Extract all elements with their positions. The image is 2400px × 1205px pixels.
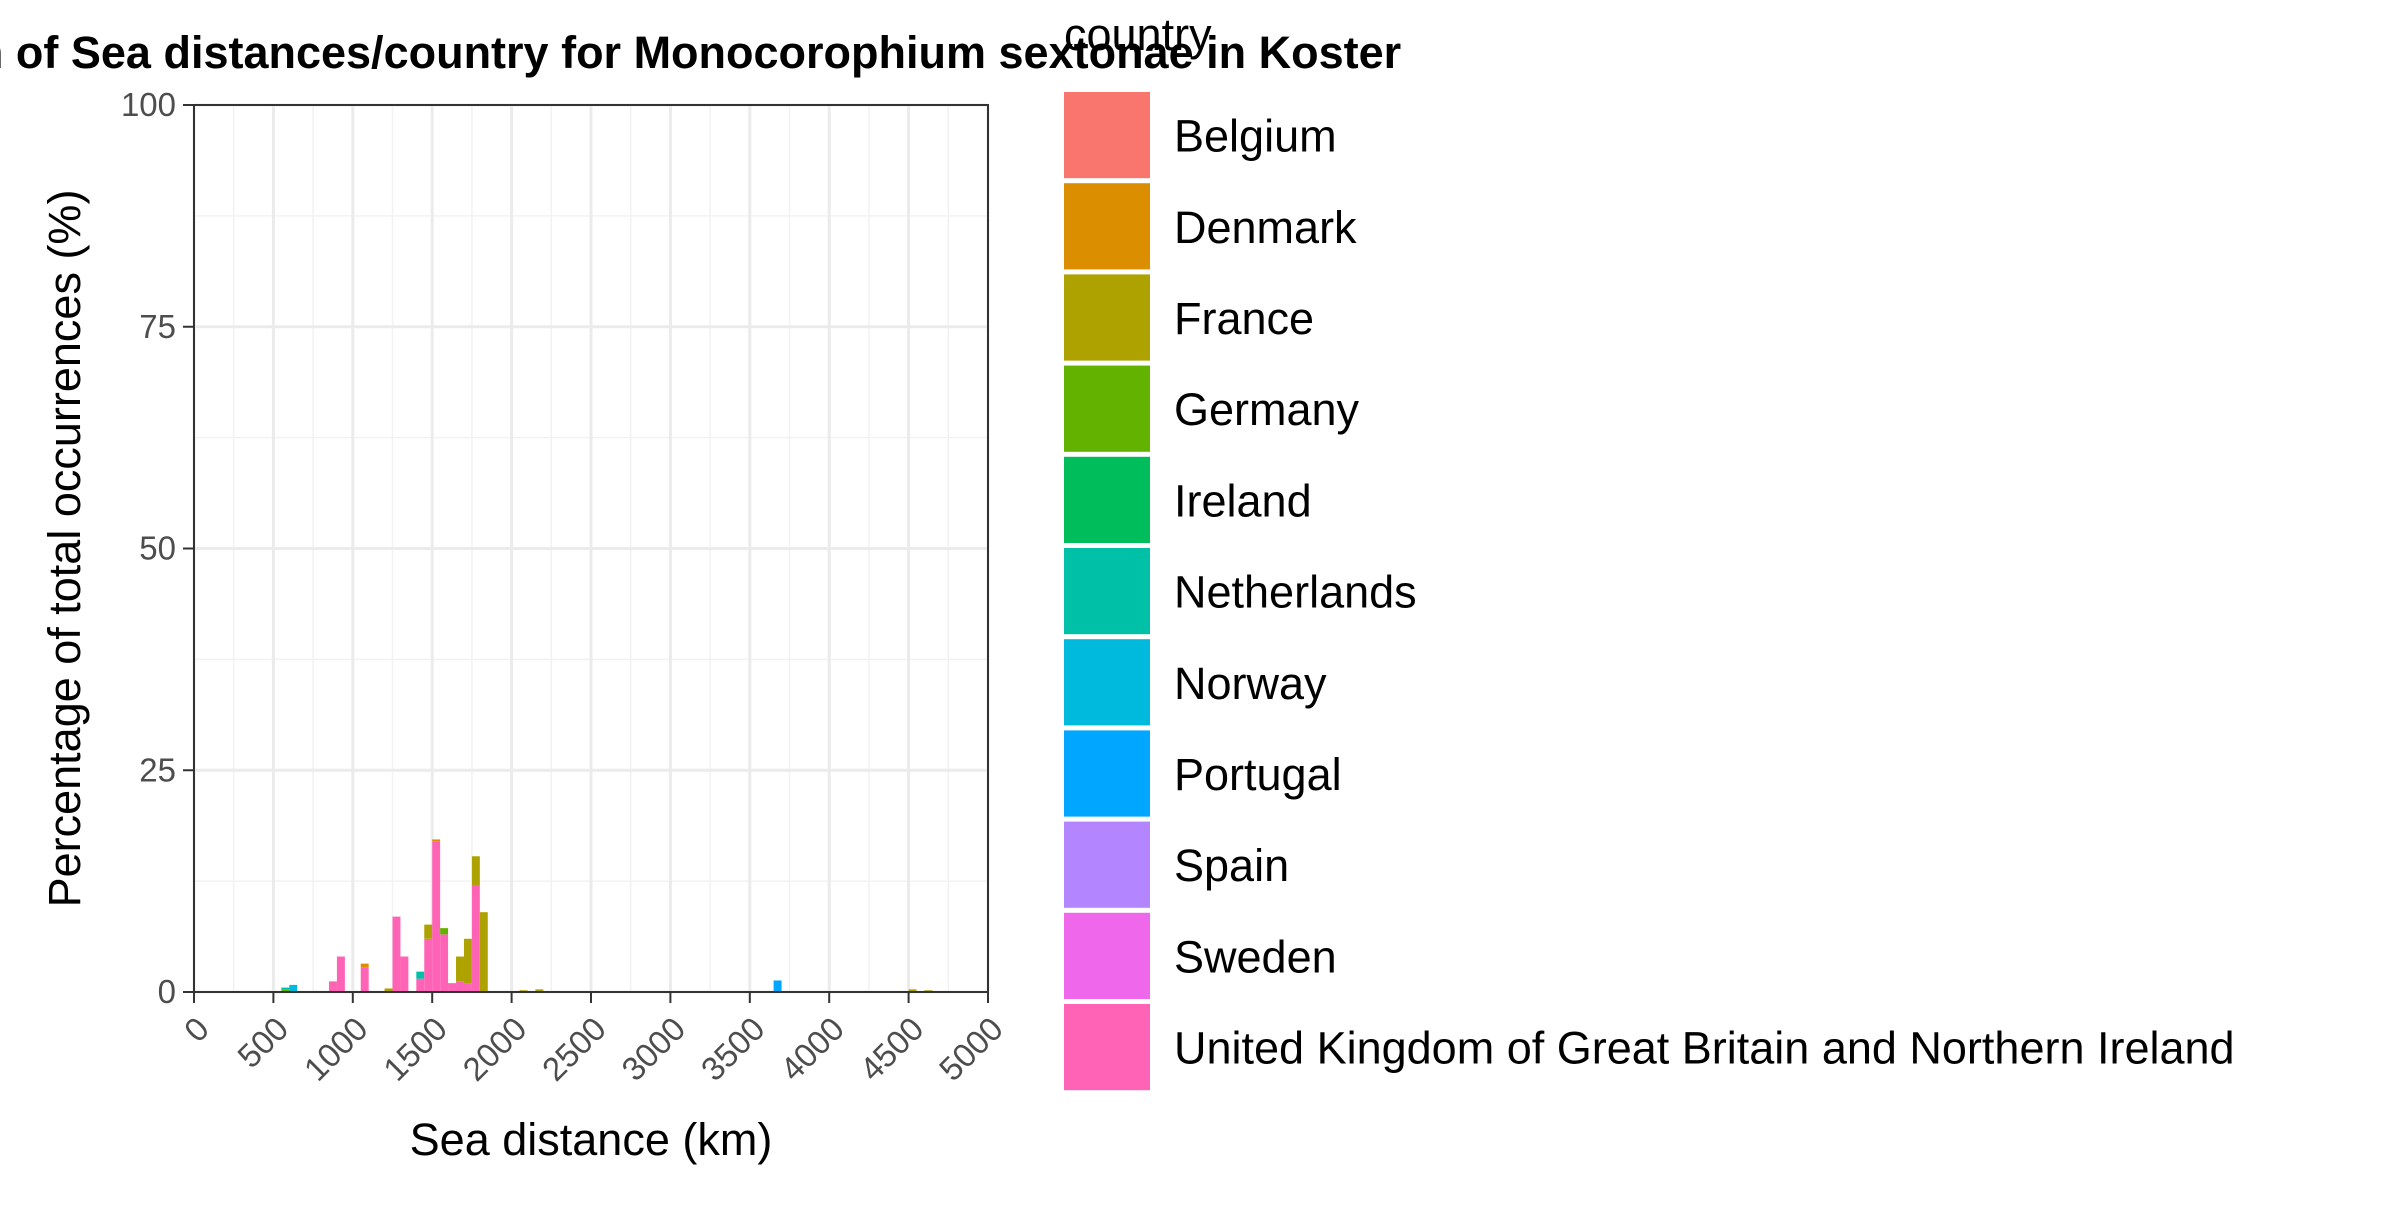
legend-entry: Norway xyxy=(1064,639,1327,726)
bar-segment xyxy=(360,967,369,992)
bar-segment xyxy=(535,989,544,992)
legend-label: Denmark xyxy=(1174,202,1357,253)
legend-key xyxy=(1064,639,1150,726)
bar xyxy=(289,984,298,992)
bar xyxy=(400,956,409,992)
bar-segment xyxy=(328,981,337,992)
bar-segment xyxy=(440,928,449,935)
legend-key xyxy=(1064,92,1150,179)
legend-key xyxy=(1064,730,1150,817)
legend-key xyxy=(1064,456,1150,543)
bar-segment xyxy=(416,971,425,979)
bar-segment xyxy=(360,963,369,968)
bar xyxy=(416,971,425,992)
bar-segment xyxy=(281,989,290,992)
legend-entry: Netherlands xyxy=(1064,548,1417,635)
legend-entry: Portugal xyxy=(1064,730,1342,817)
bar-segment xyxy=(424,938,433,992)
bar xyxy=(360,963,369,992)
legend: country Belgium Denmark France Germany Irela… xyxy=(1064,9,2235,1091)
legend-label: Germany xyxy=(1174,384,1360,435)
bar-segment xyxy=(773,980,782,992)
bar xyxy=(456,956,464,992)
legend-key xyxy=(1064,365,1150,452)
legend-key xyxy=(1064,1004,1150,1091)
bar xyxy=(479,912,488,992)
legend-entry: France xyxy=(1064,274,1314,361)
bar xyxy=(773,980,782,992)
bar-segment xyxy=(424,924,433,939)
plot-title: Histogram of Sea distances/country for M… xyxy=(0,27,1401,78)
legend-entry: Spain xyxy=(1064,821,1289,908)
bar xyxy=(392,916,401,992)
bar xyxy=(448,983,457,992)
bar xyxy=(384,988,393,992)
y-tick-label: 100 xyxy=(121,86,176,123)
legend-label: Sweden xyxy=(1174,931,1337,982)
bar-segment xyxy=(479,912,488,992)
legend-entry: Sweden xyxy=(1064,912,1337,999)
legend-key xyxy=(1064,183,1150,270)
bar-segment xyxy=(281,987,290,990)
legend-label: Netherlands xyxy=(1174,567,1417,618)
grid-lines xyxy=(192,103,990,994)
bar xyxy=(463,938,472,992)
bar-segment xyxy=(392,916,401,992)
bar-segment xyxy=(336,956,345,992)
bar xyxy=(432,839,441,992)
bar xyxy=(440,928,449,992)
y-tick-label: 50 xyxy=(139,530,176,567)
y-tick-label: 75 xyxy=(139,308,176,345)
bar-segment xyxy=(471,885,480,992)
legend-entry: Germany xyxy=(1064,365,1360,452)
bar-segment xyxy=(456,981,464,992)
bar-segment xyxy=(463,938,472,984)
bar xyxy=(336,956,345,992)
bar xyxy=(281,987,290,992)
bar-segment xyxy=(471,856,480,886)
legend-label: Norway xyxy=(1174,658,1327,709)
y-tick-label: 25 xyxy=(139,751,176,788)
bar-segment xyxy=(456,956,464,982)
y-tick-label: 0 xyxy=(158,973,176,1010)
legend-label: Ireland xyxy=(1174,475,1312,526)
bar xyxy=(535,989,544,992)
bar-segment xyxy=(384,988,393,992)
bar-segment xyxy=(289,984,298,992)
bars xyxy=(281,839,933,992)
legend-key xyxy=(1064,274,1150,361)
bar-segment xyxy=(440,934,449,992)
bar-segment xyxy=(448,983,457,992)
legend-label: Belgium xyxy=(1174,111,1337,162)
x-axis-title: Sea distance (km) xyxy=(410,1114,773,1165)
bar-segment xyxy=(432,841,441,992)
legend-label: France xyxy=(1174,293,1314,344)
legend-entry: United Kingdom of Great Britain and Nort… xyxy=(1064,1004,2235,1091)
legend-title: country xyxy=(1064,9,1212,60)
legend-entry: Ireland xyxy=(1064,456,1312,543)
bar-segment xyxy=(908,989,917,992)
y-axis-title: Percentage of total occurrences (%) xyxy=(39,190,90,908)
legend-entry: Denmark xyxy=(1064,183,1357,270)
bar xyxy=(471,856,480,992)
bar xyxy=(908,989,917,992)
legend-key xyxy=(1064,821,1150,908)
legend-label: United Kingdom of Great Britain and Nort… xyxy=(1174,1023,2235,1074)
bar-segment xyxy=(432,839,441,842)
legend-label: Portugal xyxy=(1174,749,1342,800)
bar xyxy=(328,981,337,992)
bar-segment xyxy=(416,978,425,992)
legend-key xyxy=(1064,548,1150,635)
bar xyxy=(424,924,433,992)
legend-key xyxy=(1064,912,1150,999)
legend-label: Spain xyxy=(1174,840,1289,891)
legend-entry: Belgium xyxy=(1064,92,1337,179)
bar-segment xyxy=(400,956,409,992)
bar-segment xyxy=(463,983,472,992)
